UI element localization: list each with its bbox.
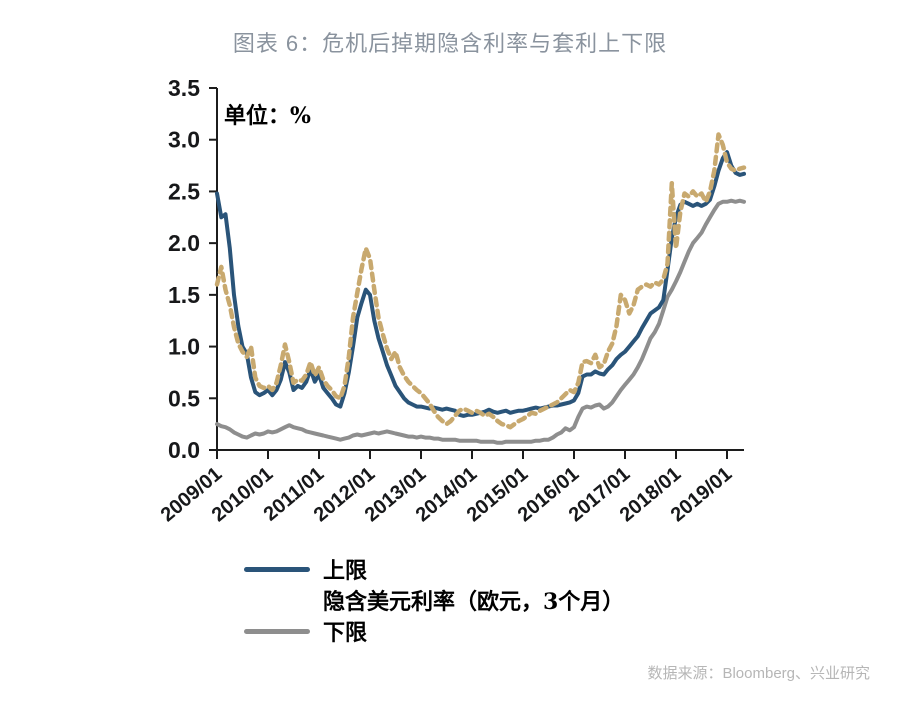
- y-axis-tick-label: 2.5: [168, 178, 200, 204]
- legend-item-implied-rate: 隐含美元利率（欧元，3个月）: [244, 589, 624, 615]
- y-axis-tick-label: 2.0: [168, 230, 200, 256]
- legend-label-lower: 下限: [323, 620, 368, 646]
- series-upper-line: [215, 150, 746, 418]
- y-axis-tick-label: 3.5: [168, 75, 200, 101]
- legend-swatch-upper-line: [244, 566, 310, 572]
- legend-label-upper: 上限: [323, 558, 368, 584]
- y-axis-tick-label: 0.0: [168, 437, 200, 463]
- legend-label-implied-rate: 隐含美元利率（欧元，3个月）: [323, 589, 625, 615]
- legend-item-lower: 下限: [244, 620, 624, 646]
- series-implied-rate-line: [214, 132, 747, 430]
- legend-swatch-lower-line: [244, 628, 310, 634]
- legend-swatch-implied-dashed-line: [244, 597, 310, 604]
- series-lower-line: [215, 198, 746, 445]
- unit-label: 单位：%: [224, 103, 311, 129]
- y-axis-tick-label: 1.0: [168, 334, 200, 360]
- data-source-note: 数据来源：Bloomberg、兴业研究: [647, 665, 870, 682]
- y-axis-tick-label: 1.5: [168, 282, 200, 308]
- chart-title: 图表 6：危机后掉期隐含利率与套利上下限: [232, 31, 668, 56]
- y-axis-tick-label: 3.0: [168, 127, 200, 153]
- legend: 上限 隐含美元利率（欧元，3个月） 下限: [244, 558, 624, 646]
- legend-item-upper: 上限: [244, 558, 624, 584]
- y-axis-tick-label: 0.5: [168, 385, 200, 411]
